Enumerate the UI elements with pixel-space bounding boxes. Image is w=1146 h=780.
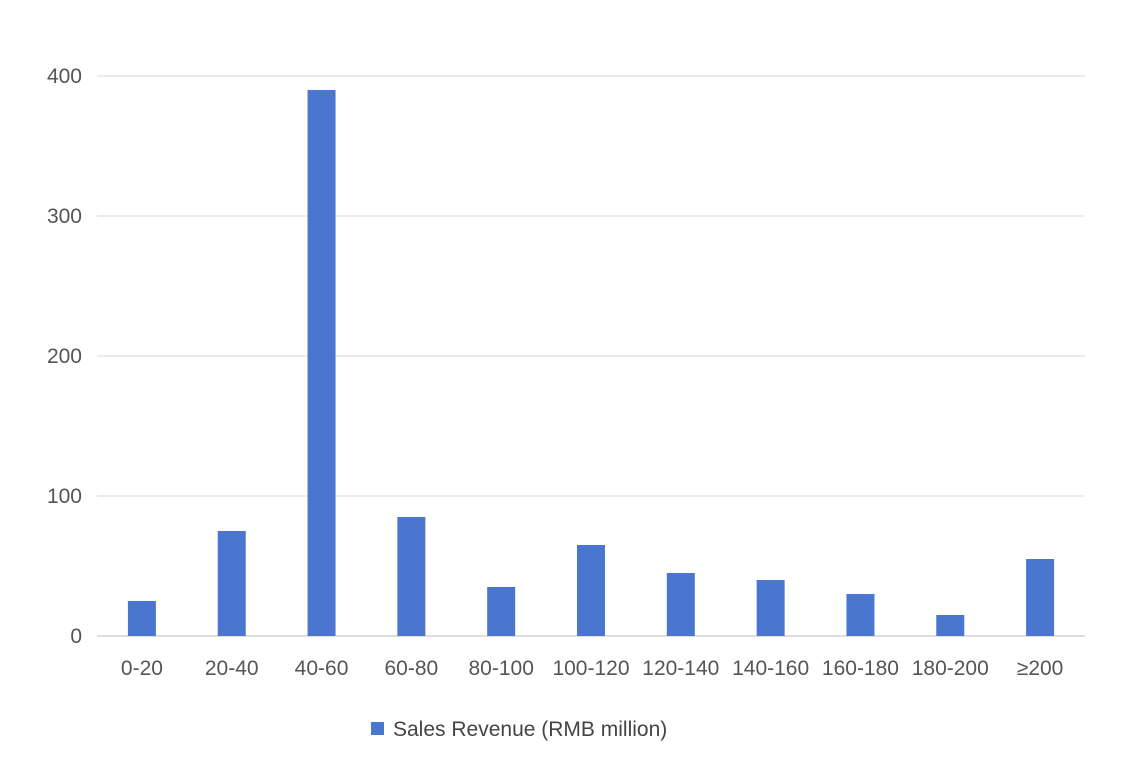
legend-label: Sales Revenue (RMB million) xyxy=(393,718,667,741)
bar xyxy=(397,517,426,636)
bar xyxy=(307,90,336,636)
y-tick-label: 200 xyxy=(47,345,82,368)
y-tick-label: 100 xyxy=(47,485,82,508)
bars xyxy=(127,90,1055,636)
bar xyxy=(127,601,156,636)
x-tick-label: 20-40 xyxy=(205,657,259,680)
x-tick-label: 160-180 xyxy=(822,657,899,680)
y-tick-label: 0 xyxy=(70,625,82,648)
bar xyxy=(487,587,516,636)
bar xyxy=(936,615,965,636)
x-tick-label: 180-200 xyxy=(912,657,989,680)
bar xyxy=(577,545,605,636)
gridlines xyxy=(97,75,1085,637)
x-tick-label: 80-100 xyxy=(468,657,533,680)
bar xyxy=(217,531,246,636)
x-tick-label: 60-80 xyxy=(385,657,439,680)
legend: Sales Revenue (RMB million) xyxy=(371,718,667,741)
x-tick-label: 120-140 xyxy=(642,657,719,680)
x-tick-label: 140-160 xyxy=(732,657,809,680)
bar xyxy=(666,573,695,636)
y-tick-label: 400 xyxy=(47,65,82,88)
bar xyxy=(756,580,785,636)
x-tick-label: 100-120 xyxy=(552,657,629,680)
x-tick-label: 40-60 xyxy=(295,657,349,680)
x-tick-label: ≥200 xyxy=(1017,657,1064,680)
y-axis-tick-labels: 0 100 200 300 400 xyxy=(47,65,82,648)
x-axis-tick-labels: 0-20 20-40 40-60 60-80 80-100 100-120 120-140 1… xyxy=(121,657,1063,680)
legend-swatch xyxy=(371,722,384,735)
bar xyxy=(846,594,875,636)
x-tick-label: 0-20 xyxy=(121,657,163,680)
y-tick-label: 300 xyxy=(47,205,82,228)
bar xyxy=(1026,559,1055,636)
